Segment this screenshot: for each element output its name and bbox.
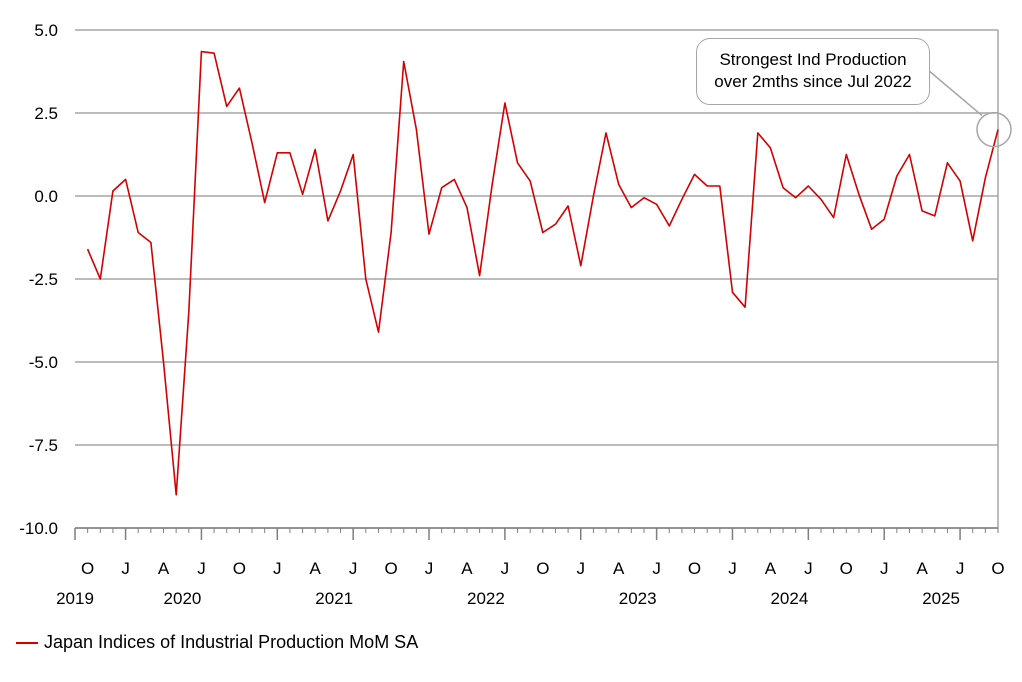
x-year-label: 2022: [467, 589, 505, 608]
x-month-label: O: [688, 559, 701, 578]
callout-annotation: [927, 69, 1012, 148]
y-tick-label: -7.5: [29, 436, 58, 455]
x-month-label: A: [765, 559, 777, 578]
y-axis-ticks: 5.0 2.5 0.0 -2.5 -5.0 -7.5 -10.0: [19, 21, 58, 538]
x-month-label: A: [916, 559, 928, 578]
x-month-label: J: [728, 559, 737, 578]
callout-line-2: over 2mths since Jul 2022: [714, 72, 912, 91]
x-month-label: J: [577, 559, 586, 578]
x-year-label: 2019: [56, 589, 94, 608]
x-month-label: J: [804, 559, 813, 578]
x-month-label: O: [991, 559, 1004, 578]
y-tick-label: -5.0: [29, 353, 58, 372]
x-year-label: 2023: [619, 589, 657, 608]
x-month-label: O: [536, 559, 549, 578]
legend-label: Japan Indices of Industrial Production M…: [44, 632, 419, 652]
x-month-label: O: [384, 559, 397, 578]
callout-line-1: Strongest Ind Production: [719, 50, 907, 69]
x-month-label: A: [613, 559, 625, 578]
x-axis: O J A J O J A J O J A J O J A J O J A J O J A J O 2019 2020 2021 202…: [56, 527, 1005, 608]
x-month-label: A: [158, 559, 170, 578]
x-month-label: J: [349, 559, 358, 578]
x-month-label: J: [273, 559, 282, 578]
x-year-label: 2025: [922, 589, 960, 608]
series-lines: [86, 50, 999, 496]
x-month-label: A: [461, 559, 473, 578]
x-month-label: J: [121, 559, 130, 578]
y-tick-label: -10.0: [19, 519, 58, 538]
x-month-label: J: [425, 559, 434, 578]
x-month-label: J: [652, 559, 661, 578]
series-line: [86, 50, 999, 496]
x-year-label: 2021: [315, 589, 353, 608]
x-year-label: 2024: [770, 589, 808, 608]
highlight-circle: [976, 111, 1012, 148]
y-tick-label: 2.5: [34, 104, 58, 123]
y-tick-label: 0.0: [34, 187, 58, 206]
x-month-label: O: [81, 559, 94, 578]
callout-box: Strongest Ind Production over 2mths sinc…: [696, 38, 930, 105]
x-month-label: A: [310, 559, 322, 578]
x-month-label: J: [956, 559, 965, 578]
x-month-label: O: [233, 559, 246, 578]
x-year-label: 2020: [164, 589, 202, 608]
callout-leader-line: [927, 69, 983, 117]
legend-swatch: [16, 641, 38, 644]
y-tick-label: -2.5: [29, 270, 58, 289]
legend: Japan Indices of Industrial Production M…: [16, 632, 418, 653]
x-month-label: J: [880, 559, 889, 578]
x-month-label: J: [197, 559, 206, 578]
x-month-label: J: [501, 559, 510, 578]
x-month-label: O: [840, 559, 853, 578]
y-tick-label: 5.0: [34, 21, 58, 40]
